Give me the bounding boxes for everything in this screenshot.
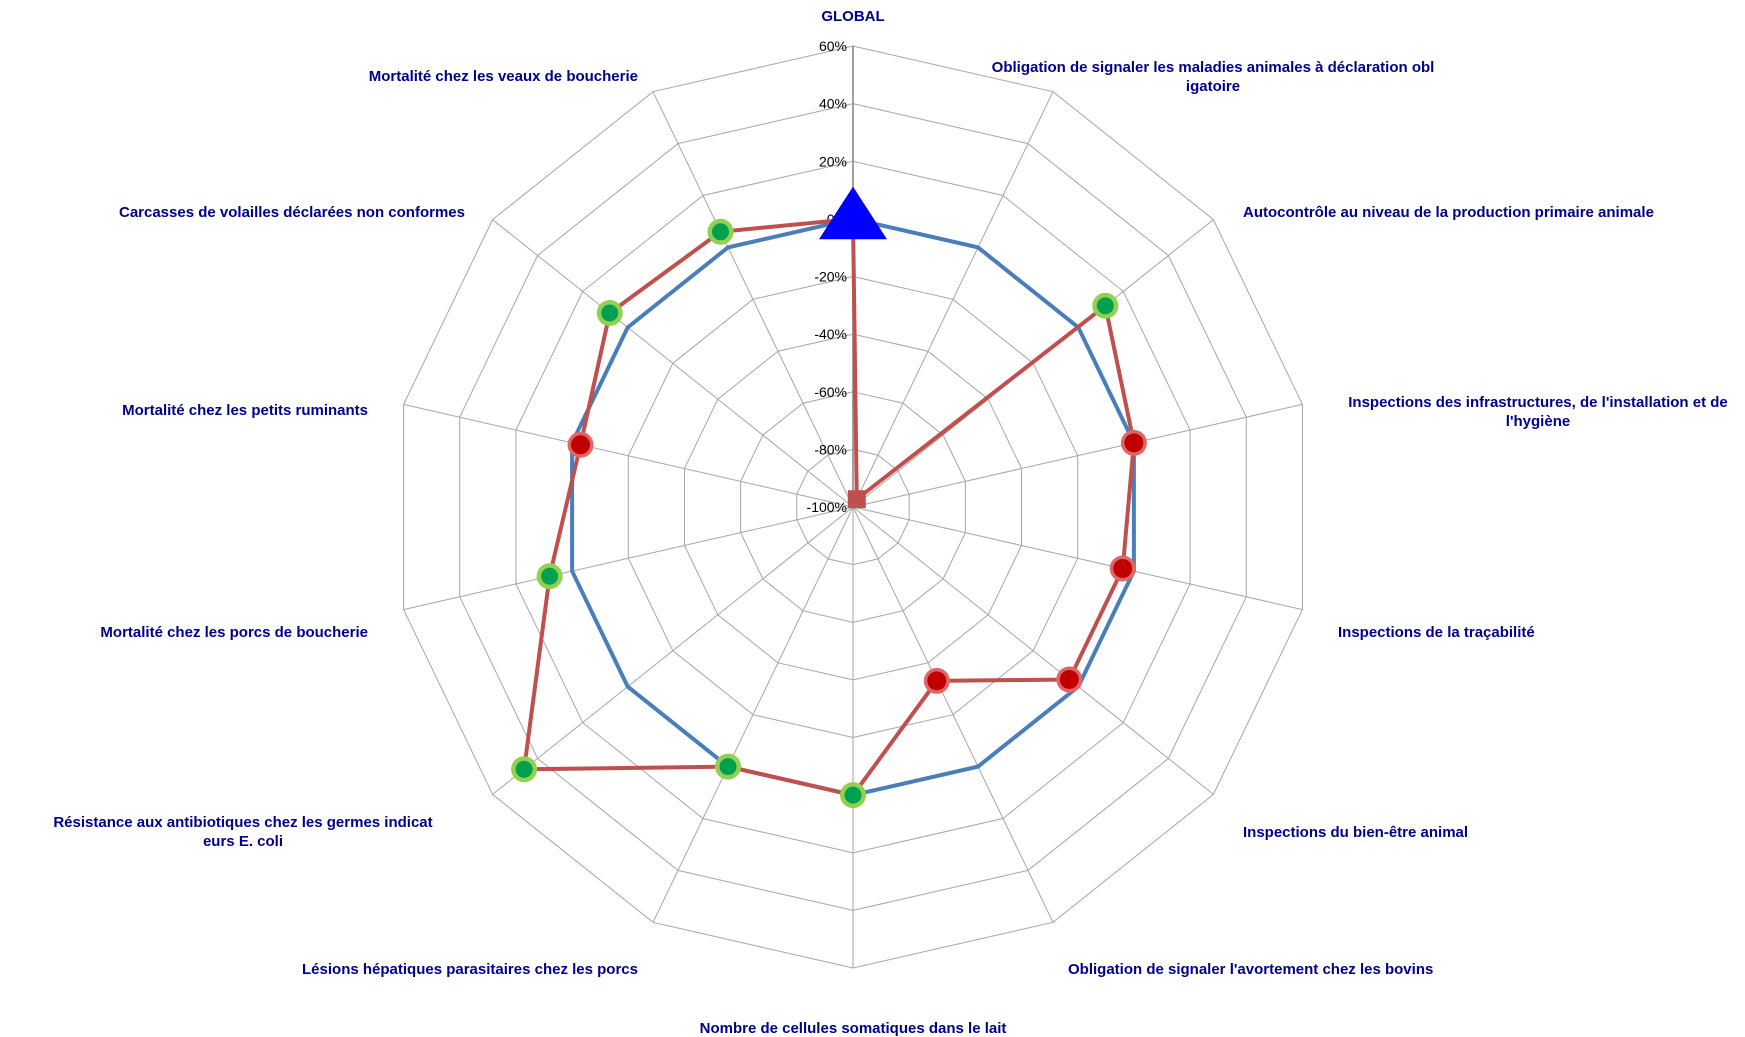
grid-spoke bbox=[652, 91, 854, 508]
r-tick-label: -40% bbox=[814, 326, 847, 342]
r-tick-label: 20% bbox=[819, 153, 847, 169]
grid-spoke bbox=[852, 403, 1303, 508]
category-label: Carcasses de volailles déclarées non con… bbox=[119, 204, 465, 221]
category-label: GLOBAL bbox=[821, 8, 884, 25]
radial-tick-labels: 60%40%20%0%-20%-40%-60%-80%-100% bbox=[807, 38, 847, 515]
marker-bad bbox=[1059, 670, 1079, 689]
category-label: Obligation de signaler l'avortement chez… bbox=[1068, 961, 1433, 978]
r-tick-label: 40% bbox=[819, 96, 847, 112]
category-label: Obligation de signaler les maladies anim… bbox=[992, 59, 1435, 95]
category-label: Mortalité chez les petits ruminants bbox=[122, 402, 368, 419]
marker-bad bbox=[1113, 559, 1133, 578]
category-labels: GLOBAL Obligation de signaler les maladie… bbox=[53, 8, 1727, 1037]
grid-spoke bbox=[852, 91, 1054, 508]
grid-spoke bbox=[492, 219, 854, 508]
grid-spoke bbox=[852, 506, 1214, 795]
category-label: Nombre de cellules somatiques dans le la… bbox=[700, 1020, 1007, 1037]
category-label: Inspections de la traçabilité bbox=[1338, 624, 1535, 641]
marker-triangle bbox=[819, 186, 887, 240]
r-tick-label: 60% bbox=[819, 38, 847, 54]
r-tick-label: -20% bbox=[814, 269, 847, 285]
grid-spoke bbox=[852, 506, 1303, 611]
r-tick-label: -100% bbox=[807, 499, 847, 515]
grid-spoke bbox=[852, 506, 1054, 923]
grid-spoke bbox=[492, 506, 854, 795]
grid-spoke bbox=[652, 506, 854, 923]
marker-bad bbox=[571, 435, 590, 455]
marker-good bbox=[541, 567, 559, 585]
marker-good bbox=[719, 758, 737, 776]
r-tick-label: -80% bbox=[814, 441, 847, 457]
grid-spoke bbox=[403, 506, 854, 611]
marker-good bbox=[601, 304, 619, 322]
category-label: Mortalité chez les porcs de boucherie bbox=[100, 624, 368, 641]
grid-spoke bbox=[403, 403, 854, 508]
category-label: Mortalité chez les veaux de boucherie bbox=[369, 68, 638, 85]
category-label: Inspections des infrastructures, de l'in… bbox=[1348, 394, 1728, 430]
marker-good bbox=[712, 223, 729, 241]
category-label: Résistance aux antibiotiques chez les ge… bbox=[53, 814, 432, 850]
category-label: Lésions hépatiques parasitaires chez les… bbox=[302, 961, 638, 978]
marker-good bbox=[844, 786, 862, 804]
marker-good bbox=[515, 760, 533, 778]
marker-square bbox=[847, 490, 866, 509]
marker-bad bbox=[927, 671, 947, 691]
marker-bad bbox=[1124, 433, 1144, 453]
category-label: Inspections du bien-être animal bbox=[1243, 824, 1468, 841]
radar-grid bbox=[403, 45, 1303, 969]
marker-good bbox=[1096, 297, 1114, 315]
r-tick-label: -60% bbox=[814, 384, 847, 400]
radar-markers bbox=[511, 186, 1147, 809]
category-label: Autocontrôle au niveau de la production … bbox=[1243, 204, 1654, 221]
